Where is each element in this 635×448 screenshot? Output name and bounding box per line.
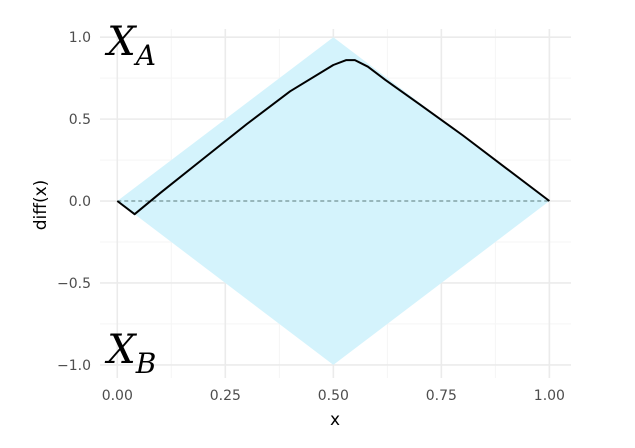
x-tick-label: 0.75 — [426, 388, 457, 404]
x-tick-label: 0.25 — [210, 388, 241, 404]
y-tick-label: 0.5 — [69, 112, 91, 128]
region-label-xb: XB — [104, 327, 156, 380]
region-label-xa: XA — [104, 19, 156, 72]
y-tick-label: 1.0 — [69, 30, 91, 46]
x-axis-title: x — [330, 410, 340, 430]
y-tick-label: −1.0 — [57, 358, 91, 374]
y-tick-label: 0.0 — [69, 194, 91, 210]
y-tick-labels: −1.0 −0.5 0.0 0.5 1.0 — [57, 30, 91, 374]
diff-series-line — [116, 59, 551, 216]
x-tick-label: 0.50 — [318, 388, 349, 404]
y-tick-label: −0.5 — [57, 276, 91, 292]
x-tick-label: 1.00 — [534, 388, 565, 404]
x-tick-label: 0.00 — [102, 388, 133, 404]
y-axis-title: diff(x) — [31, 180, 51, 231]
x-tick-labels: 0.00 0.25 0.50 0.75 1.00 — [102, 388, 565, 404]
